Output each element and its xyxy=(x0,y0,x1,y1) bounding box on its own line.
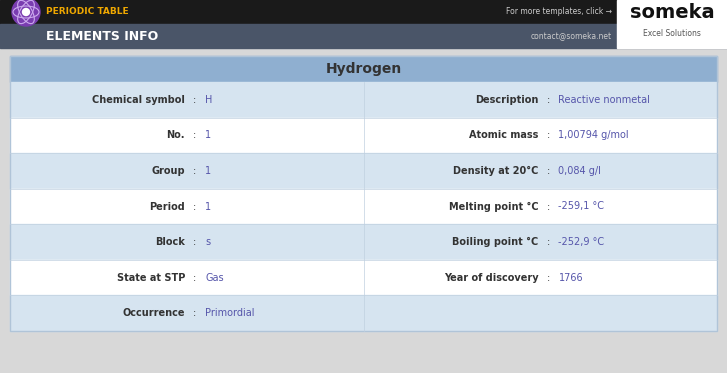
Text: :: : xyxy=(193,273,196,283)
Text: Gas: Gas xyxy=(205,273,224,283)
Text: Hydrogen: Hydrogen xyxy=(326,62,401,76)
Text: 1: 1 xyxy=(205,166,211,176)
Bar xyxy=(10,260,717,295)
Text: :: : xyxy=(193,308,196,318)
Bar xyxy=(10,56,717,82)
Text: Excel Solutions: Excel Solutions xyxy=(643,29,701,38)
Bar xyxy=(10,56,717,331)
Bar xyxy=(10,153,717,189)
Text: :: : xyxy=(547,201,550,211)
Text: :: : xyxy=(547,130,550,140)
Text: :: : xyxy=(193,166,196,176)
Text: Atomic mass: Atomic mass xyxy=(469,130,539,140)
Text: :: : xyxy=(547,273,550,283)
Text: -259,1 °C: -259,1 °C xyxy=(558,201,604,211)
Bar xyxy=(0,0,727,24)
Text: :: : xyxy=(193,237,196,247)
Text: Occurrence: Occurrence xyxy=(123,308,185,318)
Text: contact@someka.net: contact@someka.net xyxy=(531,31,612,41)
Text: PERIODIC TABLE: PERIODIC TABLE xyxy=(46,7,129,16)
Text: Group: Group xyxy=(151,166,185,176)
Text: Year of discovery: Year of discovery xyxy=(444,273,539,283)
Text: :: : xyxy=(193,95,196,105)
Text: Block: Block xyxy=(155,237,185,247)
Text: Period: Period xyxy=(149,201,185,211)
Text: H: H xyxy=(205,95,212,105)
Text: Primordial: Primordial xyxy=(205,308,254,318)
Bar xyxy=(10,82,717,117)
Text: Reactive nonmetal: Reactive nonmetal xyxy=(558,95,651,105)
Text: Density at 20°C: Density at 20°C xyxy=(453,166,539,176)
Text: :: : xyxy=(547,95,550,105)
Text: :: : xyxy=(193,130,196,140)
Bar xyxy=(0,24,727,48)
Text: -252,9 °C: -252,9 °C xyxy=(558,237,605,247)
Text: Chemical symbol: Chemical symbol xyxy=(92,95,185,105)
Text: :: : xyxy=(547,237,550,247)
Text: For more templates, click →: For more templates, click → xyxy=(506,7,612,16)
Text: 0,084 g/l: 0,084 g/l xyxy=(558,166,601,176)
Text: No.: No. xyxy=(166,130,185,140)
Text: 1766: 1766 xyxy=(558,273,583,283)
Bar xyxy=(10,295,717,331)
Bar xyxy=(10,117,717,153)
Text: 1: 1 xyxy=(205,130,211,140)
Text: :: : xyxy=(193,201,196,211)
Text: someka: someka xyxy=(630,3,715,22)
Text: 1,00794 g/mol: 1,00794 g/mol xyxy=(558,130,629,140)
Text: s: s xyxy=(205,237,210,247)
Circle shape xyxy=(12,0,40,26)
Bar xyxy=(10,189,717,224)
Text: State at STP: State at STP xyxy=(116,273,185,283)
Text: Description: Description xyxy=(475,95,539,105)
Text: 1: 1 xyxy=(205,201,211,211)
Text: Boiling point °C: Boiling point °C xyxy=(452,237,539,247)
Bar xyxy=(10,224,717,260)
Circle shape xyxy=(23,9,30,16)
Bar xyxy=(617,0,727,48)
Text: ELEMENTS INFO: ELEMENTS INFO xyxy=(46,29,158,43)
Text: :: : xyxy=(547,166,550,176)
Text: Melting point °C: Melting point °C xyxy=(449,201,539,211)
